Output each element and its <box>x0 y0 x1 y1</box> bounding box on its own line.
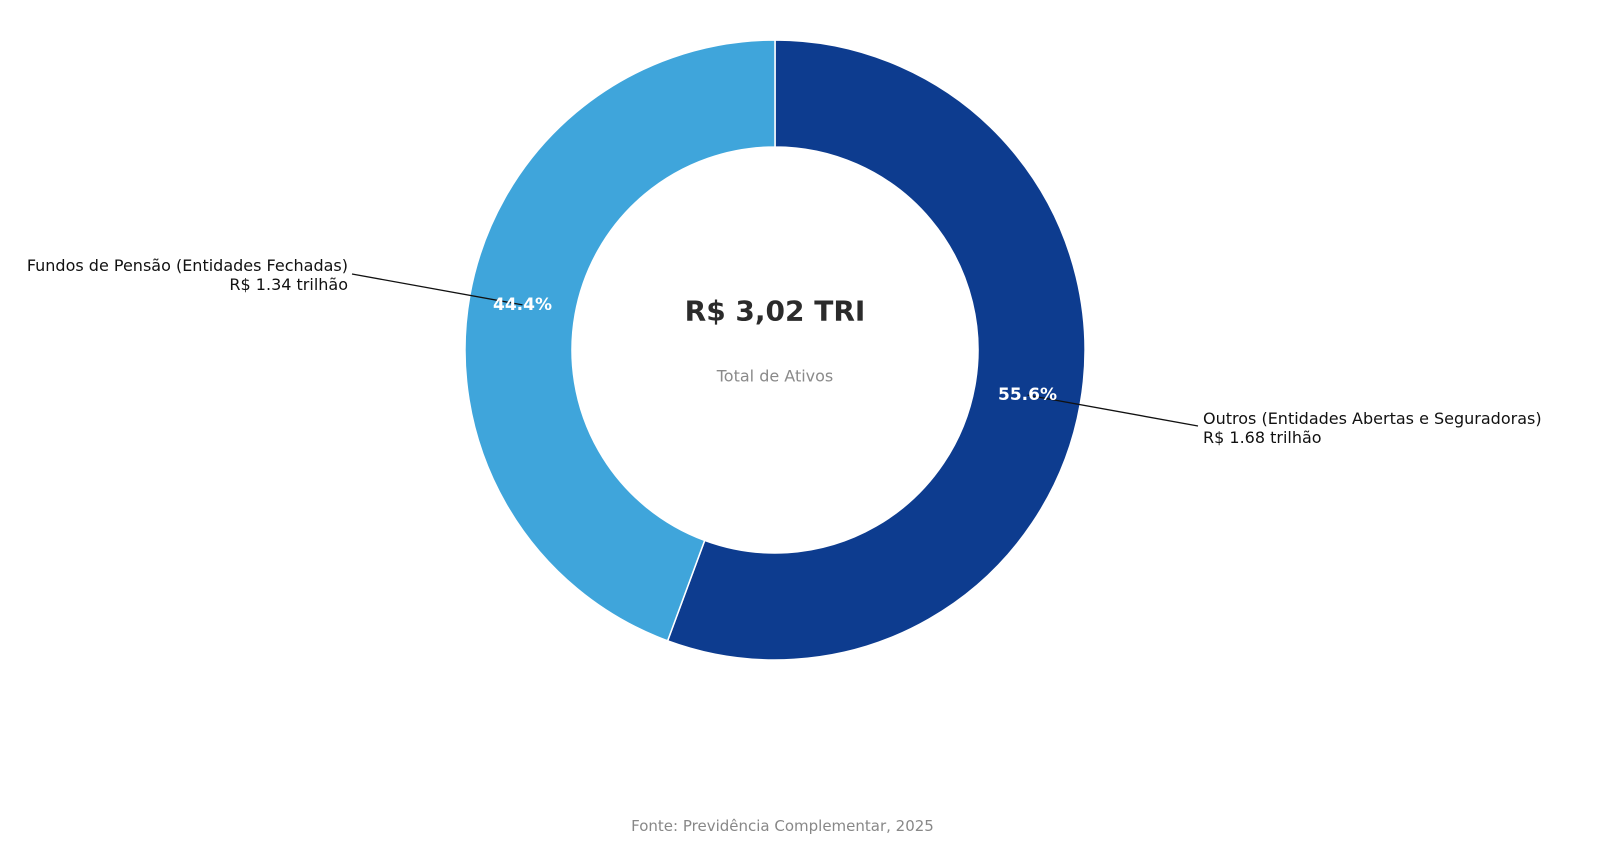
annotation-value: R$ 1.34 trilhão <box>229 275 348 294</box>
leader-line-fundos-de-pensao <box>351 273 523 306</box>
annotation-name: Fundos de Pensão (Entidades Fechadas) <box>26 256 348 275</box>
slice-fundos-de-pensao <box>464 39 776 642</box>
source-note: Fonte: Previdência Complementar, 2025 <box>631 817 934 835</box>
annotation-value: R$ 1.68 trilhão <box>1203 428 1322 447</box>
slice-outros <box>666 39 1086 661</box>
leader-line-outros <box>1027 394 1199 427</box>
percent-label-outros: 55.6% <box>998 385 1057 405</box>
center-total-value: R$ 3,02 TRI <box>685 295 866 328</box>
annotation-fundos-de-pensao: Fundos de Pensão (Entidades Fechadas) R$… <box>27 256 348 294</box>
annotation-name: Outros (Entidades Abertas e Seguradoras) <box>1203 409 1542 428</box>
percent-label-fundos-de-pensao: 44.4% <box>493 295 552 315</box>
annotation-outros: Outros (Entidades Abertas e Seguradoras)… <box>1203 409 1542 447</box>
center-total-label: Total de Ativos <box>716 367 834 386</box>
